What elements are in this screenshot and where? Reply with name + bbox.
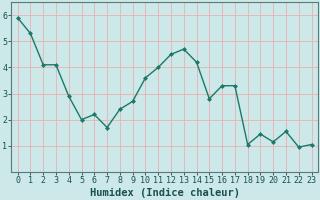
X-axis label: Humidex (Indice chaleur): Humidex (Indice chaleur) bbox=[90, 188, 240, 198]
